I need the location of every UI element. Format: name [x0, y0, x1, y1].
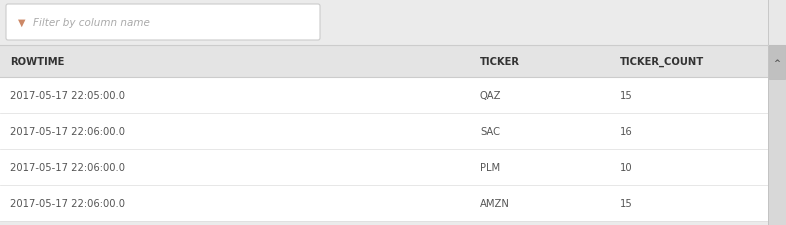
- Bar: [768, 0, 786, 46]
- Text: ▼: ▼: [18, 18, 26, 28]
- Text: 15: 15: [620, 91, 633, 101]
- Bar: [0, 113, 768, 149]
- Text: 10: 10: [620, 162, 633, 172]
- Text: 2017-05-17 22:06:00.0: 2017-05-17 22:06:00.0: [10, 126, 125, 136]
- Text: PLM: PLM: [480, 162, 500, 172]
- Bar: [0, 46, 768, 78]
- Text: 2017-05-17 22:05:00.0: 2017-05-17 22:05:00.0: [10, 91, 125, 101]
- FancyBboxPatch shape: [6, 5, 320, 41]
- Bar: [0, 149, 768, 185]
- Text: 2017-05-17 22:06:00.0: 2017-05-17 22:06:00.0: [10, 162, 125, 172]
- Text: QAZ: QAZ: [480, 91, 501, 101]
- Bar: [0, 78, 768, 113]
- Text: TICKER: TICKER: [480, 57, 520, 67]
- Bar: [0, 185, 768, 221]
- Text: AMZN: AMZN: [480, 198, 510, 208]
- Text: ROWTIME: ROWTIME: [10, 57, 64, 67]
- Text: Filter by column name: Filter by column name: [33, 18, 150, 28]
- Text: TICKER_COUNT: TICKER_COUNT: [620, 57, 704, 67]
- Bar: [0, 0, 768, 46]
- Text: 16: 16: [620, 126, 633, 136]
- Text: 15: 15: [620, 198, 633, 208]
- Bar: [769, 46, 785, 80]
- Bar: [768, 0, 786, 46]
- Text: SAC: SAC: [480, 126, 500, 136]
- Text: ^: ^: [773, 58, 780, 67]
- Text: 2017-05-17 22:06:00.0: 2017-05-17 22:06:00.0: [10, 198, 125, 208]
- Bar: [768, 0, 786, 225]
